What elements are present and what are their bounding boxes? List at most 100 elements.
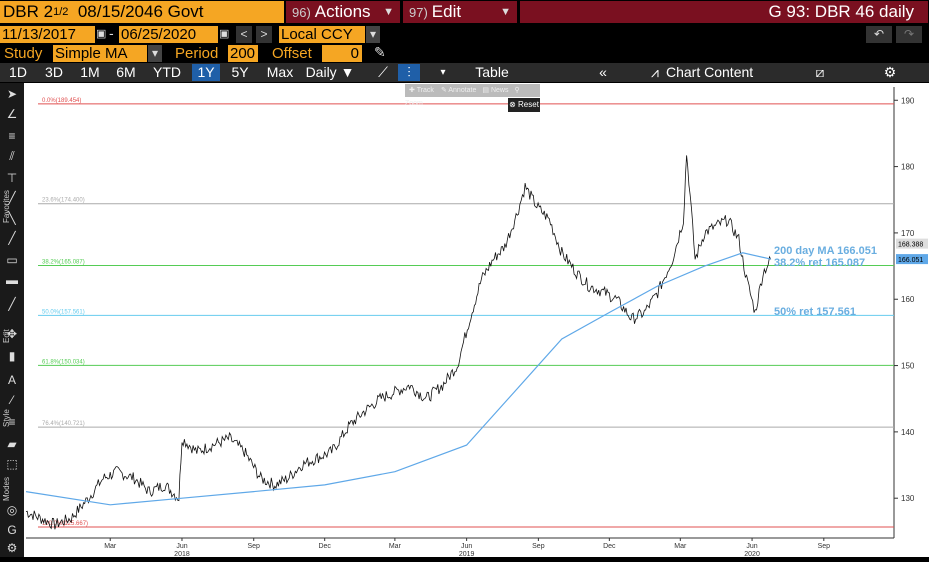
edit-label: Edit xyxy=(431,2,462,21)
undo-icon[interactable]: ↶ xyxy=(866,26,892,43)
annotate-button[interactable]: ✎ Annotate xyxy=(440,87,477,94)
fib-level-label: 23.6%(174.400) xyxy=(42,198,85,204)
edit-chart-icon[interactable]: ⧄ xyxy=(815,64,825,80)
news-button[interactable]: ▤ News xyxy=(482,87,509,94)
news-label: News xyxy=(490,87,509,94)
x-tick-label: Jun xyxy=(746,543,757,550)
period-button-1y[interactable]: 1Y xyxy=(192,64,220,81)
bar-chart-icon[interactable]: ⫶ xyxy=(398,64,420,81)
ray-tool-icon[interactable]: ╱ xyxy=(8,231,16,245)
trend-tool-icon[interactable]: ╲ xyxy=(8,211,16,225)
settings-icon[interactable]: ⚙ xyxy=(6,541,18,555)
snapshot-icon[interactable]: ◎ xyxy=(6,503,18,517)
chevron-down-icon[interactable]: ▾ xyxy=(148,45,162,62)
dropdown-arrow-icon: ▼ xyxy=(500,6,511,18)
rectangle-tool-icon[interactable]: ▭ xyxy=(6,253,18,267)
price-series-line xyxy=(25,155,772,530)
price-label-text: 168.388 xyxy=(898,242,923,249)
frequency-select[interactable]: Daily ▼ xyxy=(305,64,355,80)
study-select[interactable]: Simple MA xyxy=(53,45,147,62)
y-tick-label: 150 xyxy=(901,362,915,371)
calendar-icon[interactable]: ▣ xyxy=(219,28,230,40)
collapse-icon[interactable]: « xyxy=(599,64,607,80)
table-button[interactable]: Table xyxy=(475,64,509,80)
track-button[interactable]: ✚ Track xyxy=(409,87,434,94)
period-button-3d[interactable]: 3D xyxy=(45,64,63,80)
period-button-5y[interactable]: 5Y xyxy=(231,64,249,80)
line-tool-icon[interactable]: ╱ xyxy=(8,191,16,205)
previous-period-button[interactable]: < xyxy=(236,26,252,43)
y-tick-label: 190 xyxy=(901,96,915,105)
chart-content-button[interactable]: Chart Content xyxy=(666,64,754,80)
move-tool-icon[interactable]: ✥ xyxy=(6,327,18,341)
gear-icon[interactable]: ⚙ xyxy=(883,64,897,80)
delete-icon[interactable]: ▮ xyxy=(8,349,16,363)
fib-level-label: 50.0%(157.561) xyxy=(42,309,85,315)
price-label-box xyxy=(896,238,928,249)
price-label-text: 166.051 xyxy=(898,257,923,264)
moving-average-line xyxy=(25,252,771,506)
zoom-button[interactable]: ⚲ Zoom xyxy=(405,87,520,107)
reload-icon[interactable]: G xyxy=(7,523,17,537)
sidebar-favorites-label: Favorites xyxy=(2,190,11,223)
text-tool-icon[interactable]: A xyxy=(7,373,16,387)
sidebar-style-label: Style xyxy=(2,409,11,427)
edit-number: 97) xyxy=(409,5,428,20)
edit-menu-button[interactable]: 97) Edit ▼ xyxy=(403,1,517,23)
frequency-label: Daily xyxy=(305,64,337,80)
thickness-icon[interactable]: ≡ xyxy=(8,415,16,429)
measure-tool-icon[interactable]: ⊤ xyxy=(6,171,18,185)
pencil-icon[interactable]: ✎ xyxy=(374,44,386,60)
period-button-ytd[interactable]: YTD xyxy=(153,64,181,80)
ticker-fraction: 1/2 xyxy=(53,6,69,18)
actions-number: 96) xyxy=(292,5,311,20)
year-label: 2018 xyxy=(174,551,190,557)
zoom-label: Zoom xyxy=(405,100,423,107)
reset-button[interactable]: ⊗ Reset xyxy=(508,98,540,112)
period-button-1d[interactable]: 1D xyxy=(9,64,27,80)
pen-tool-icon[interactable]: ∠ xyxy=(6,107,18,121)
fib-level-label: 0.0%(189.454) xyxy=(42,98,81,104)
offset-field[interactable]: 0 xyxy=(322,45,362,62)
end-date-field[interactable]: 06/25/2020 xyxy=(119,26,218,43)
highlight-tool-icon[interactable]: ▬ xyxy=(6,273,18,287)
next-period-button[interactable]: > xyxy=(256,26,272,43)
line-chart-icon[interactable]: ⟋ xyxy=(378,64,388,80)
price-chart: 130 140 150 160 170 180 190 Mar Jun Sep Dec Mar Jun S… xyxy=(25,87,928,558)
cursor-icon[interactable]: ➤ xyxy=(6,87,18,101)
actions-menu-button[interactable]: 96) Actions ▼ xyxy=(286,1,400,23)
calendar-icon[interactable]: ▣ xyxy=(96,28,107,40)
currency-select[interactable]: Local CCY xyxy=(279,26,365,43)
dropdown-arrow-icon: ▼ xyxy=(383,6,394,18)
sidebar-edit-label: Edit xyxy=(2,329,11,343)
period-button-max[interactable]: Max xyxy=(266,64,294,80)
start-date-field[interactable]: 11/13/2017 xyxy=(0,26,95,43)
track-label: Track xyxy=(416,87,434,94)
line-style-icon[interactable]: ⁄ xyxy=(10,393,13,407)
redo-icon[interactable]: ↷ xyxy=(896,26,922,43)
fib-level-label: 61.8%(150.034) xyxy=(42,359,85,365)
year-label: 2019 xyxy=(459,551,475,557)
cursor-mode-icon[interactable]: ⬚ xyxy=(6,457,18,471)
period-button-1m[interactable]: 1M xyxy=(80,64,100,80)
period-field[interactable]: 200 xyxy=(228,45,258,62)
page-title: G 93: DBR 46 daily xyxy=(520,1,928,23)
x-tick-label: Jun xyxy=(176,543,187,550)
fib-level-label: 38.2%(165.087) xyxy=(42,259,85,265)
x-tick-label: Mar xyxy=(389,543,402,550)
y-tick-label: 140 xyxy=(901,428,915,437)
fibonacci-tool-icon[interactable]: ≡ xyxy=(8,129,16,143)
security-field[interactable]: DBR 21/2 08/15/2046 Govt xyxy=(0,1,284,23)
y-tick-label: 130 xyxy=(901,494,915,503)
brush-tool-icon[interactable]: ╱ xyxy=(8,297,16,311)
period-button-6m[interactable]: 6M xyxy=(116,64,136,80)
offset-label: Offset xyxy=(272,45,312,62)
chevron-down-icon[interactable]: ▾ xyxy=(440,67,446,78)
x-tick-label: Mar xyxy=(104,543,117,550)
chart-area[interactable]: 130 140 150 160 170 180 190 Mar Jun Sep Dec Mar Jun S… xyxy=(24,83,929,558)
color-icon[interactable]: ▰ xyxy=(7,437,17,451)
period-label: Period xyxy=(175,45,219,62)
chevron-down-icon[interactable]: ▾ xyxy=(366,26,380,43)
fib-level-label: 76.4%(140.721) xyxy=(42,421,85,427)
channel-tool-icon[interactable]: ⫽ xyxy=(9,149,15,163)
